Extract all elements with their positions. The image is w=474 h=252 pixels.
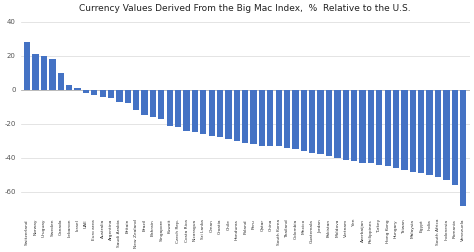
Bar (192, 90, 198, 132)
Bar (460, 90, 466, 206)
Bar (452, 90, 458, 185)
Bar (141, 90, 148, 115)
Bar (326, 90, 332, 156)
Bar (292, 90, 299, 149)
Bar (368, 90, 374, 163)
Bar (91, 90, 98, 95)
Bar (49, 59, 55, 90)
Bar (74, 88, 81, 90)
Bar (267, 90, 273, 146)
Bar (125, 90, 131, 103)
Bar (33, 54, 39, 90)
Bar (334, 90, 340, 158)
Bar (175, 90, 181, 127)
Bar (443, 90, 449, 180)
Bar (100, 90, 106, 97)
Bar (225, 90, 232, 139)
Bar (209, 90, 215, 136)
Bar (116, 90, 123, 102)
Bar (418, 90, 424, 173)
Bar (41, 56, 47, 90)
Bar (275, 90, 282, 146)
Bar (217, 90, 223, 137)
Bar (301, 90, 307, 151)
Bar (401, 90, 408, 170)
Bar (58, 73, 64, 90)
Bar (259, 90, 265, 146)
Title: Currency Values Derived From the Big Mac Index,  %  Relative to the U.S.: Currency Values Derived From the Big Mac… (79, 4, 411, 13)
Bar (24, 42, 30, 90)
Bar (166, 90, 173, 125)
Bar (108, 90, 114, 98)
Bar (359, 90, 365, 163)
Bar (250, 90, 257, 144)
Bar (309, 90, 315, 153)
Bar (158, 90, 164, 119)
Bar (318, 90, 324, 154)
Bar (351, 90, 357, 161)
Bar (150, 90, 156, 117)
Bar (234, 90, 240, 141)
Bar (83, 90, 89, 93)
Bar (284, 90, 290, 148)
Bar (427, 90, 433, 175)
Bar (435, 90, 441, 177)
Bar (384, 90, 391, 166)
Bar (133, 90, 139, 110)
Bar (242, 90, 248, 143)
Bar (343, 90, 349, 160)
Bar (393, 90, 399, 168)
Bar (183, 90, 190, 131)
Bar (66, 85, 73, 90)
Bar (376, 90, 383, 165)
Bar (410, 90, 416, 172)
Bar (200, 90, 206, 134)
